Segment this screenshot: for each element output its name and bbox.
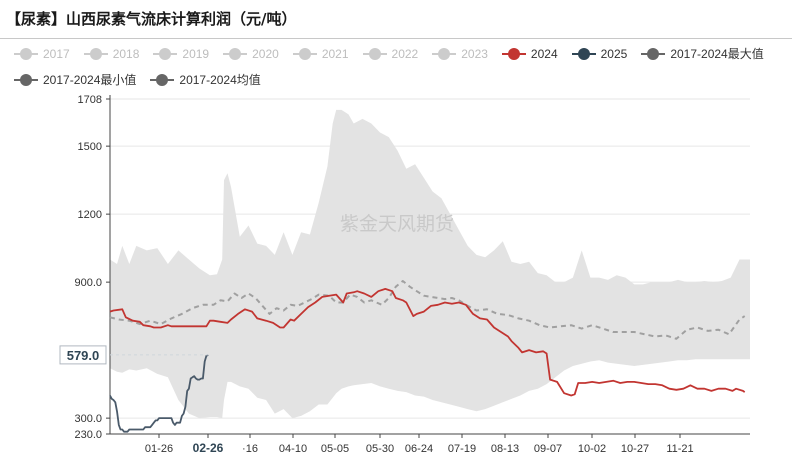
- legend-label: 2025: [600, 47, 628, 61]
- legend-marker-icon: [150, 74, 175, 86]
- legend-item-2021[interactable]: 2021: [292, 42, 349, 66]
- x-tick-label: 09-07: [534, 443, 562, 455]
- legend-item-2023[interactable]: 2023: [432, 42, 488, 66]
- x-tick-label: 10-02: [578, 443, 606, 455]
- legend-marker-icon: [501, 48, 526, 60]
- y-tick-label: 300.0: [74, 413, 102, 425]
- legend-item-2024[interactable]: 2024: [501, 42, 558, 66]
- x-tick-label: 02-26: [193, 441, 224, 455]
- min-max-band: [110, 109, 750, 419]
- legend-marker-icon: [292, 48, 317, 60]
- series-line-2017-2024均值: [109, 280, 746, 340]
- legend-label: 2017-2024均值: [179, 73, 261, 87]
- legend-item-2017[interactable]: 2017: [14, 42, 70, 66]
- y-tick-label: 1708: [78, 94, 102, 106]
- legend-label: 2024: [530, 47, 558, 61]
- legend-item-2019[interactable]: 2019: [153, 42, 209, 66]
- legend-marker-icon: [223, 48, 248, 60]
- legend-marker-icon: [83, 48, 108, 60]
- legend-marker-icon: [571, 48, 596, 60]
- x-tick-label: 08-13: [491, 443, 519, 455]
- x-tick-label: 01-26: [145, 443, 173, 455]
- value-tag: 579.0: [67, 348, 100, 363]
- legend-label: 2020: [252, 47, 279, 61]
- chart-title: 【尿素】山西尿素气流床计算利润（元/吨）: [6, 10, 297, 28]
- legend-label: 2017-2024最小值: [43, 73, 137, 87]
- legend-label: 2019: [182, 47, 210, 61]
- x-tick-label: 06-24: [405, 443, 433, 455]
- legend-label: 2021: [321, 47, 349, 61]
- y-tick-label: 900.0: [74, 277, 102, 289]
- x-tick-label: 04-10: [279, 443, 307, 455]
- legend-item-2017-2024均值[interactable]: 2017-2024均值: [150, 68, 261, 92]
- title-divider: [0, 38, 792, 39]
- x-tick-label: ·16: [242, 443, 258, 455]
- x-tick-label: 10-27: [621, 443, 649, 455]
- series-line-2024: [109, 288, 746, 397]
- legend-item-2022[interactable]: 2022: [362, 42, 419, 66]
- legend-label: 2017: [43, 47, 70, 61]
- legend-marker-icon: [432, 48, 457, 60]
- legend-label: 2023: [461, 47, 488, 61]
- legend: 2017 2018 2019 2020 2021 2022 2023 2024 2025 2017…: [14, 42, 784, 94]
- x-tick-label: 11-21: [666, 443, 693, 455]
- legend-marker-icon: [153, 48, 178, 60]
- watermark: 紫金天风期货: [340, 213, 454, 235]
- y-tick-label: 1200: [78, 209, 102, 221]
- legend-item-2018[interactable]: 2018: [83, 42, 140, 66]
- series-line-2025: [109, 354, 209, 433]
- x-tick-label: 07-19: [448, 443, 476, 455]
- x-tick-label: 05-30: [366, 443, 394, 455]
- legend-label: 2017-2024最大值: [670, 47, 764, 61]
- x-tick-label: 05-05: [321, 443, 349, 455]
- legend-marker-icon: [641, 48, 666, 60]
- legend-label: 2018: [112, 47, 140, 61]
- legend-label: 2022: [391, 47, 419, 61]
- value-tag-box: [59, 345, 107, 365]
- legend-marker-icon: [362, 48, 387, 60]
- legend-item-2017-2024最小值[interactable]: 2017-2024最小值: [14, 68, 136, 92]
- legend-item-2017-2024最大值[interactable]: 2017-2024最大值: [641, 42, 764, 66]
- legend-item-2025[interactable]: 2025: [571, 42, 628, 66]
- legend-marker-icon: [14, 74, 38, 86]
- legend-item-2020[interactable]: 2020: [223, 42, 279, 66]
- y-tick-label: 1500: [78, 141, 102, 153]
- legend-marker-icon: [14, 48, 38, 60]
- y-tick-label: 230.0: [74, 429, 102, 441]
